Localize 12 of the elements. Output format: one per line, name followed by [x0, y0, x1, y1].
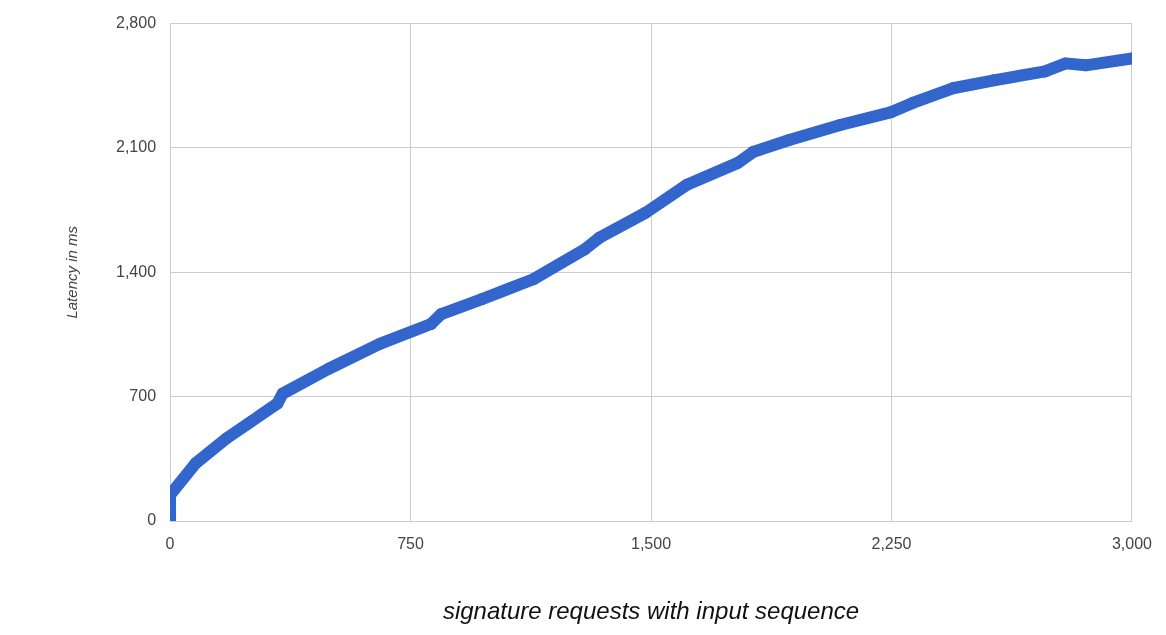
- y-tick-label: 0: [147, 511, 157, 529]
- y-tick-label: 2,100: [115, 138, 157, 156]
- x-tick-label: 2,250: [871, 535, 912, 553]
- x-tick-label: 0: [165, 535, 175, 553]
- y-axis-title: Latency in ms: [63, 225, 81, 319]
- y-tick-label: 1,400: [115, 262, 157, 280]
- y-tick-label: 2,800: [115, 14, 157, 32]
- y-tick-label: 700: [129, 387, 157, 405]
- x-tick-label: 750: [397, 535, 424, 553]
- x-tick-label: 1,500: [630, 535, 672, 553]
- x-tick-label: 3,000: [1111, 535, 1153, 553]
- x-axis-title: signature requests with input sequence: [442, 597, 860, 625]
